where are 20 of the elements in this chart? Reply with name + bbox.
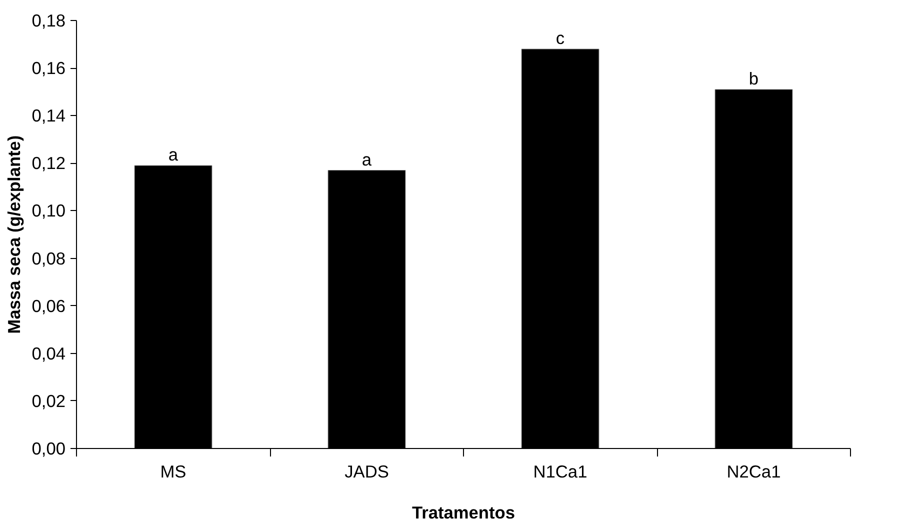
annotation: b [748,68,759,88]
x-tick-label: N1Ca1 [533,462,588,482]
annotation: a [362,149,372,170]
y-tick-label: 0,18 [32,10,66,30]
y-tick-label: 0,00 [32,438,66,458]
y-axis-title: Massa seca (g/explante) [4,135,24,334]
y-tick-label: 0,06 [32,296,66,316]
y-tick-label: 0,16 [32,58,66,78]
annotation: c [556,28,565,48]
x-tick-label: MS [160,462,186,482]
y-tick-label: 0,10 [32,200,66,221]
x-tick-label: N2Ca1 [726,462,781,482]
y-tick-label: 0,08 [32,248,66,268]
annotation: a [168,144,178,165]
y-tick-label: 0,02 [32,390,66,411]
x-tick-label: JADS [344,462,389,482]
x-axis-title: Tratamentos [412,502,516,522]
y-tick-label: 0,12 [32,153,66,174]
y-tick-label: 0,04 [32,343,66,364]
y-tick-label: 0,14 [32,106,66,126]
